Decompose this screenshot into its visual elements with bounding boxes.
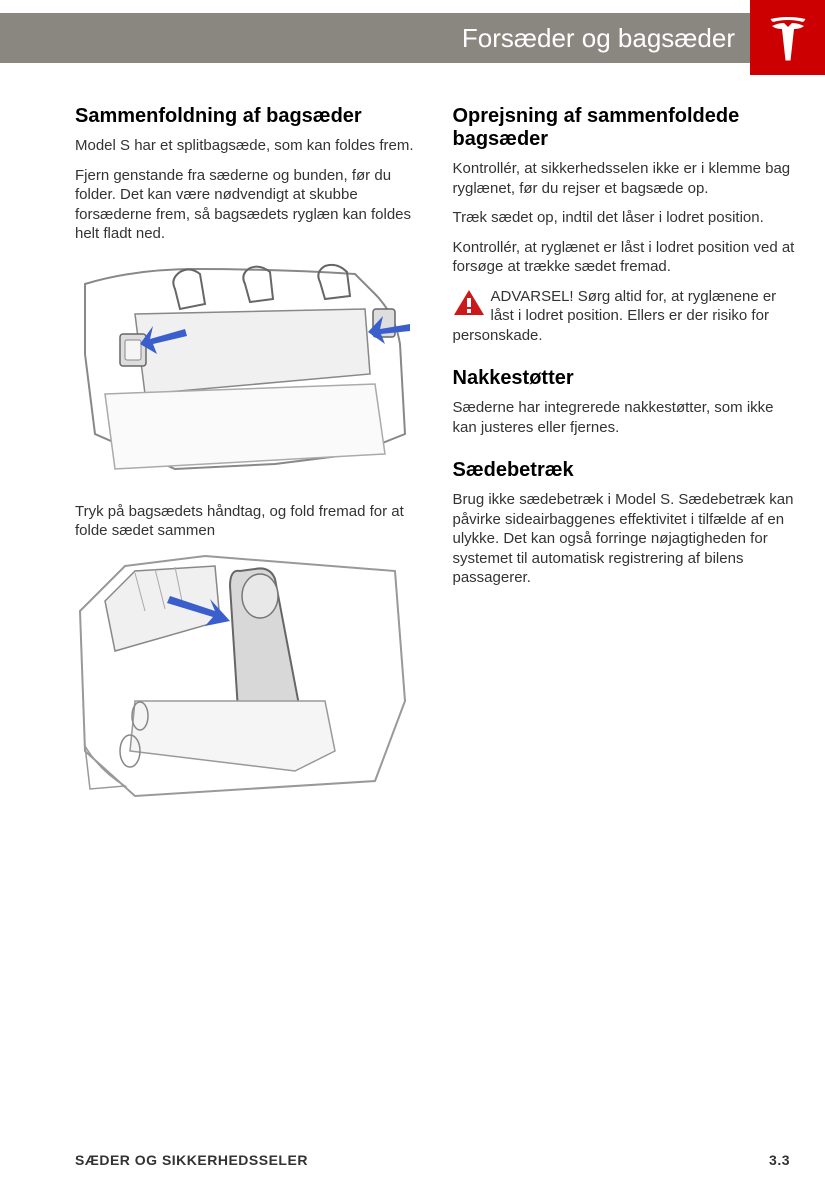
tesla-logo — [750, 0, 825, 75]
footer-section: SÆDER OG SIKKERHEDSSELER — [75, 1152, 308, 1168]
raise-seats-p2: Træk sædet op, indtil det låser i lodret… — [453, 208, 796, 228]
headrest-heading: Nakkestøtter — [453, 367, 796, 390]
right-column: Oprejsning af sammenfoldede bagsæder Kon… — [453, 105, 796, 814]
seat-covers-p: Brug ikke sædebetræk i Model S. Sædebetr… — [453, 490, 796, 588]
headrest-p: Sæderne har integrerede nakkestøtter, so… — [453, 398, 796, 437]
raise-seats-p3: Kontrollér, at ryglænet er låst i lodret… — [453, 238, 796, 277]
seat-covers-heading: Sædebetræk — [453, 459, 796, 482]
left-column: Sammenfoldning af bagsæder Model S har e… — [75, 105, 418, 814]
footer-page-number: 3.3 — [769, 1152, 790, 1168]
seat-fold-illustration — [75, 551, 413, 806]
seat-release-illustration — [75, 254, 413, 494]
header-bar: Forsæder og bagsæder — [0, 13, 825, 63]
raise-seats-heading: Oprejsning af sammenfoldede bagsæder — [453, 105, 796, 151]
content-area: Sammenfoldning af bagsæder Model S har e… — [75, 105, 795, 814]
fold-seats-p2: Fjern genstande fra sæderne og bunden, f… — [75, 166, 418, 244]
page-footer: SÆDER OG SIKKERHEDSSELER 3.3 — [75, 1152, 790, 1168]
fold-seats-p1: Model S har et splitbagsæde, som kan fol… — [75, 136, 418, 156]
page-title: Forsæder og bagsæder — [462, 23, 735, 54]
fold-seats-heading: Sammenfoldning af bagsæder — [75, 105, 418, 128]
warning-text: ADVARSEL! Sørg altid for, at ryglænene e… — [453, 288, 777, 344]
raise-seats-p1: Kontrollér, at sikkerhedsselen ikke er i… — [453, 159, 796, 198]
tesla-logo-icon — [763, 13, 813, 63]
seat-release-caption: Tryk på bagsædets håndtag, og fold frema… — [75, 502, 418, 541]
warning-triangle-icon — [453, 289, 485, 322]
warning-block: ADVARSEL! Sørg altid for, at ryglænene e… — [453, 287, 796, 346]
